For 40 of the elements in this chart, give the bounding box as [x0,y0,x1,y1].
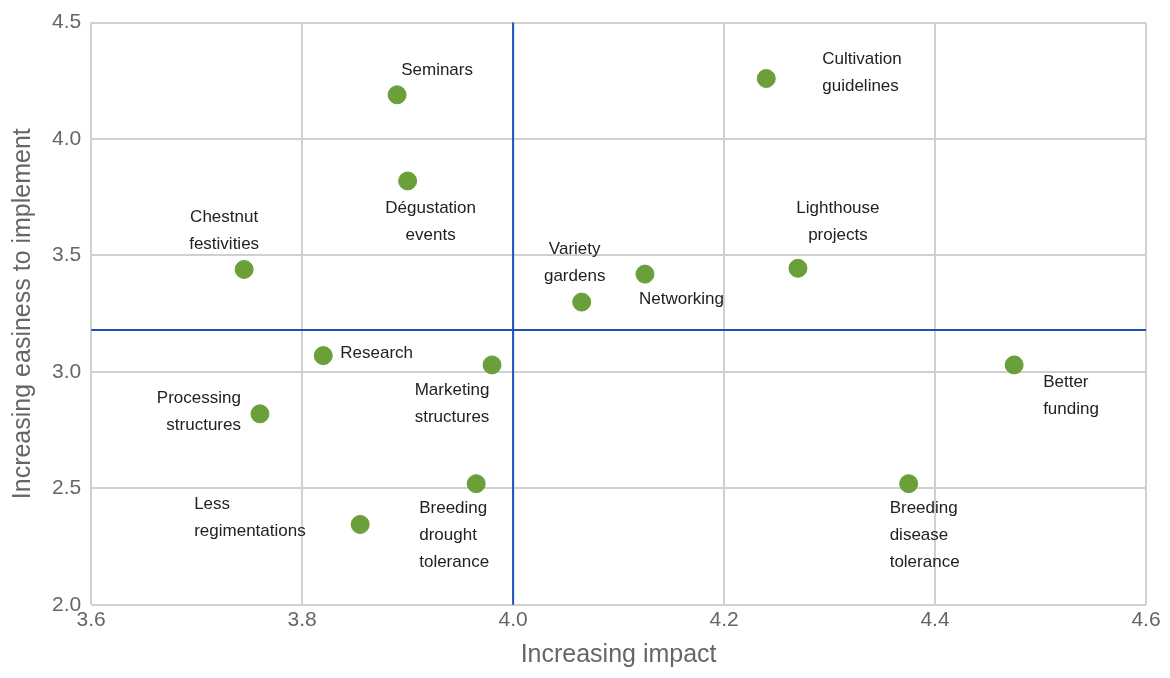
series-label: Breeding drought tolerance [419,498,490,572]
point [756,68,776,88]
series-label: Variety gardens [543,239,606,286]
y-tick-label: 2.5 [51,475,82,499]
x-tick-label: 4.6 [1131,607,1161,631]
y-tick-label: 4.0 [51,125,82,149]
series-label: Breeding disease tolerance [889,498,960,572]
point [313,346,333,366]
series-label: Networking [638,288,725,308]
point [398,171,418,191]
point [788,258,808,278]
series-label: Research [340,343,414,363]
x-tick-label: 3.8 [287,607,317,631]
y-axis-title: Increasing easiness to implement [6,128,35,500]
text: Less regimentations [194,493,306,540]
series-label: Dégustation events [385,198,476,245]
y-tick-label: 3.5 [51,242,82,266]
x-tick-label: 4.2 [709,607,739,631]
series-label: Processing structures [156,388,241,435]
x-axis-title: Increasing impact [520,638,717,667]
point [635,264,655,284]
series-label: Lighthouse projects [796,198,880,245]
point [250,404,270,424]
point [899,474,919,494]
series-label: Chestnut festivities [189,206,260,253]
point [234,259,254,279]
point [572,292,592,312]
point [350,514,370,534]
x-tick-label: 4.4 [920,607,950,631]
text: Cultivation guidelines [822,48,902,95]
point [1004,355,1024,375]
series-label: Seminars [401,60,473,80]
y-tick-label: 4.5 [51,9,82,33]
point [482,355,502,375]
point [387,85,407,105]
x-tick-label: 4.0 [498,607,528,631]
point [466,474,486,494]
series-label: Better funding [1043,372,1099,419]
series-label: Marketing structures [414,380,490,427]
y-tick-label: 3.0 [51,358,82,382]
